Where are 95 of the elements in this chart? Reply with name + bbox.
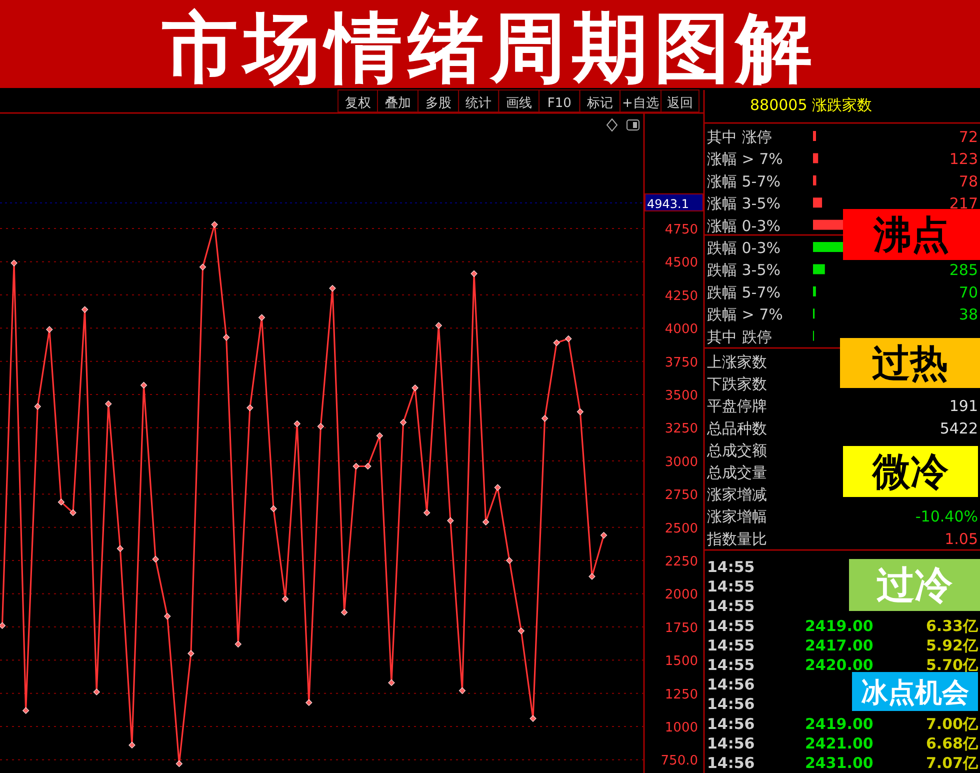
text: 2419.00 xyxy=(805,616,874,635)
text: 14:56 xyxy=(707,734,755,752)
y-tick-label: 其中 跌停 xyxy=(707,328,772,346)
text: 2419.00 xyxy=(805,714,874,733)
y-tick-label: 其中 涨停 xyxy=(707,128,772,146)
chart-title: 市场情绪周期图解 xyxy=(161,3,818,92)
y-tick-label: 2500 xyxy=(664,521,698,536)
y-tick-label: 涨幅 3-5% xyxy=(707,194,781,213)
y-tick-label: 涨幅 0-3% xyxy=(707,216,781,235)
chart-title: 880005 涨跌家数 xyxy=(750,96,872,114)
y-tick-label: 750.0 xyxy=(660,754,698,769)
data-label: 78 xyxy=(958,172,978,190)
text: 下跌家数 xyxy=(707,375,767,394)
text: 2421.00 xyxy=(805,734,874,752)
y-tick-label: 2000 xyxy=(664,588,698,603)
bar xyxy=(813,198,822,208)
text: 14:56 xyxy=(707,714,755,733)
y-tick-label: 2250 xyxy=(664,554,698,570)
y-tick-label: 3000 xyxy=(664,454,698,470)
text: 统计 xyxy=(466,96,492,111)
text: 14:56 xyxy=(707,676,755,694)
text: 复权 xyxy=(344,96,371,111)
data-label: 38 xyxy=(958,306,978,324)
y-tick-label: 1750 xyxy=(664,620,698,636)
y-tick-label: 3500 xyxy=(664,388,698,404)
y-tick-label: 4000 xyxy=(664,322,698,338)
text: 7.00亿 xyxy=(926,714,978,733)
text: 多股 xyxy=(425,96,452,111)
category-label: 过冷 xyxy=(876,563,954,607)
bar xyxy=(813,175,816,186)
y-tick-label: 跌幅 5-7% xyxy=(707,283,781,302)
category-label: 过热 xyxy=(872,341,948,385)
text: -10.40% xyxy=(915,508,978,526)
text: 14:55 xyxy=(707,636,755,654)
y-tick-label: 3750 xyxy=(664,355,698,370)
bar xyxy=(813,264,825,274)
data-label: 70 xyxy=(958,283,978,302)
y-tick-label: 1000 xyxy=(664,720,698,736)
text: 总成交额 xyxy=(707,441,767,460)
y-tick-label: 涨幅 5-7% xyxy=(707,172,781,190)
text: 5422 xyxy=(940,419,978,438)
y-tick-label: 跌幅 0-3% xyxy=(707,239,781,257)
y-tick-label: 2750 xyxy=(664,488,698,504)
text: 2420.00 xyxy=(805,656,874,674)
text: 平盘停牌 xyxy=(707,397,767,416)
text: 2431.00 xyxy=(805,754,874,772)
y-tick-label: 1250 xyxy=(664,687,698,702)
y-tick-label: 涨幅 > 7% xyxy=(707,150,783,168)
data-label: 123 xyxy=(949,150,978,168)
text: 返回 xyxy=(667,96,693,111)
y-tick-label: 4750 xyxy=(664,222,698,238)
y-tick-label: 跌幅 > 7% xyxy=(707,306,783,324)
ref-line-label: 4943.1 xyxy=(647,196,689,211)
category-label: 沸点 xyxy=(872,212,950,256)
data-label: 72 xyxy=(958,128,978,146)
text: 5.92亿 xyxy=(926,636,978,654)
bar xyxy=(813,153,818,164)
text: 5.70亿 xyxy=(926,656,978,674)
text: 叠加 xyxy=(384,96,411,111)
text: 14:55 xyxy=(707,597,755,616)
text: 14:55 xyxy=(707,656,755,674)
text: 画线 xyxy=(506,96,532,111)
text: 涨家增减 xyxy=(707,486,767,504)
text: 14:56 xyxy=(707,695,755,714)
text: 指数量比 xyxy=(707,530,767,548)
y-tick-label: 3250 xyxy=(664,422,698,437)
text: +自选 xyxy=(622,96,659,111)
text: 总品种数 xyxy=(707,419,767,438)
bar xyxy=(813,242,843,252)
bar xyxy=(813,131,816,141)
text: 6.68亿 xyxy=(926,734,978,752)
y-tick-label: 4250 xyxy=(664,288,698,304)
text: 1.05 xyxy=(944,530,978,548)
text: 14:55 xyxy=(707,616,755,635)
y-tick-label: 4500 xyxy=(664,256,698,271)
text: 总成交量 xyxy=(707,464,767,482)
text: 涨家增幅 xyxy=(707,508,767,526)
data-label: 285 xyxy=(949,261,978,280)
text: 2417.00 xyxy=(805,636,874,654)
text: F10 xyxy=(547,96,572,111)
text: 7.07亿 xyxy=(926,754,978,772)
text: 191 xyxy=(949,397,978,416)
bar xyxy=(813,286,816,296)
bar xyxy=(813,220,843,230)
category-label: 微冷 xyxy=(872,450,950,494)
y-tick-label: 跌幅 3-5% xyxy=(707,261,781,280)
text: 6.33亿 xyxy=(926,616,978,635)
text: 标记 xyxy=(586,96,613,111)
text: 上涨家数 xyxy=(707,353,767,371)
y-tick-label: 1500 xyxy=(664,654,698,670)
text: 14:56 xyxy=(707,754,755,772)
data-label: 217 xyxy=(949,194,978,213)
text: 14:55 xyxy=(707,578,755,596)
text: 14:55 xyxy=(707,558,755,576)
category-label: 冰点机会 xyxy=(861,678,969,708)
